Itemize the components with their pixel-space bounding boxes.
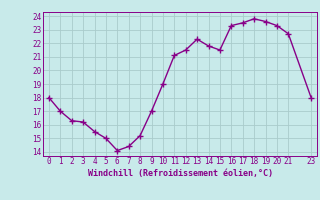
X-axis label: Windchill (Refroidissement éolien,°C): Windchill (Refroidissement éolien,°C)	[87, 169, 273, 178]
